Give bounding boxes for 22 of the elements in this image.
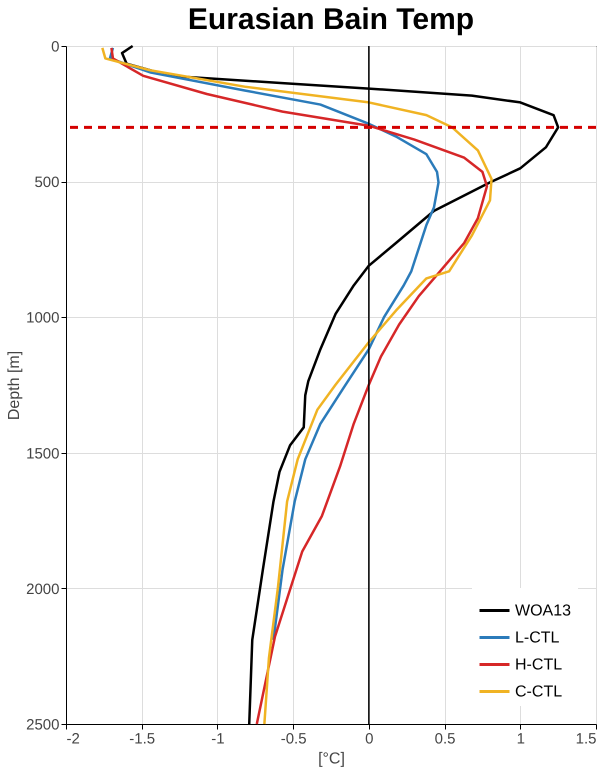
x-tick-label: 0.5 [434, 730, 456, 748]
legend-label: C-CTL [515, 684, 562, 700]
x-tick-label: 1 [516, 730, 525, 748]
line-series [108, 46, 440, 642]
x-tick-label: -0.5 [280, 730, 307, 748]
legend-label: L-CTL [515, 630, 560, 646]
chart-title: Eurasian Bain Temp [188, 3, 474, 36]
y-tick-label: 2000 [26, 580, 60, 598]
y-tick-label: 2500 [26, 716, 60, 734]
x-axis-title: [°C] [318, 750, 345, 768]
y-tick-label: 500 [34, 174, 60, 192]
x-tick-label: -1 [211, 730, 225, 748]
y-tick-label: 1000 [26, 310, 60, 327]
legend-label: WOA13 [515, 602, 572, 620]
legend-label: H-CTL [515, 656, 562, 674]
x-tick-label: 0 [365, 730, 374, 748]
x-tick-label: -2 [66, 730, 80, 748]
x-tick-label: -1.5 [129, 730, 156, 748]
y-tick-label: 0 [51, 38, 60, 56]
x-tick-label: 1.5 [576, 730, 596, 748]
y-tick-label: 1500 [26, 445, 60, 462]
y-axis-title: Depth [m] [6, 350, 24, 420]
